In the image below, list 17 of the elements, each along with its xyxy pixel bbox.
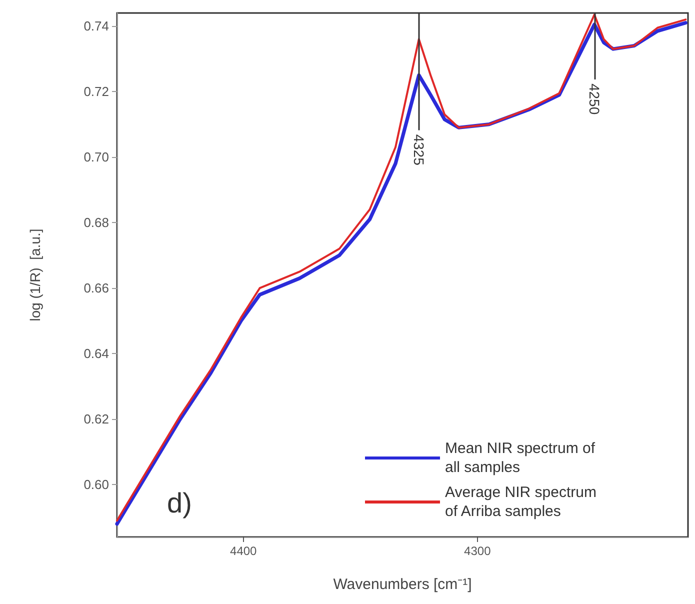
x-tick-label: 4400 — [230, 544, 258, 558]
y-tick-label: 0.74 — [84, 18, 109, 34]
legend-label: Mean NIR spectrum of all samples — [445, 440, 600, 476]
ref-line-label: 4325 — [410, 134, 427, 166]
y-tick-label: 0.72 — [84, 84, 109, 100]
y-tick-label: 0.64 — [84, 346, 109, 362]
y-tick-label: 0.70 — [84, 150, 109, 165]
y-tick-label: 0.66 — [84, 280, 109, 296]
y-tick-label: 0.68 — [84, 215, 109, 230]
y-tick-label: 0.60 — [84, 477, 109, 492]
x-tick-label: 4300 — [464, 544, 492, 558]
y-axis-title: log (1/R) [a.u.] — [27, 228, 43, 322]
ref-line-label: 4250 — [586, 83, 602, 115]
y-tick-label: 0.62 — [84, 412, 109, 427]
legend-label: Average NIR spectrum of Arriba samples — [445, 484, 601, 520]
annotation: d) — [167, 488, 192, 518]
x-axis-title: Wavenumbers [cm⁻¹] — [333, 576, 472, 593]
